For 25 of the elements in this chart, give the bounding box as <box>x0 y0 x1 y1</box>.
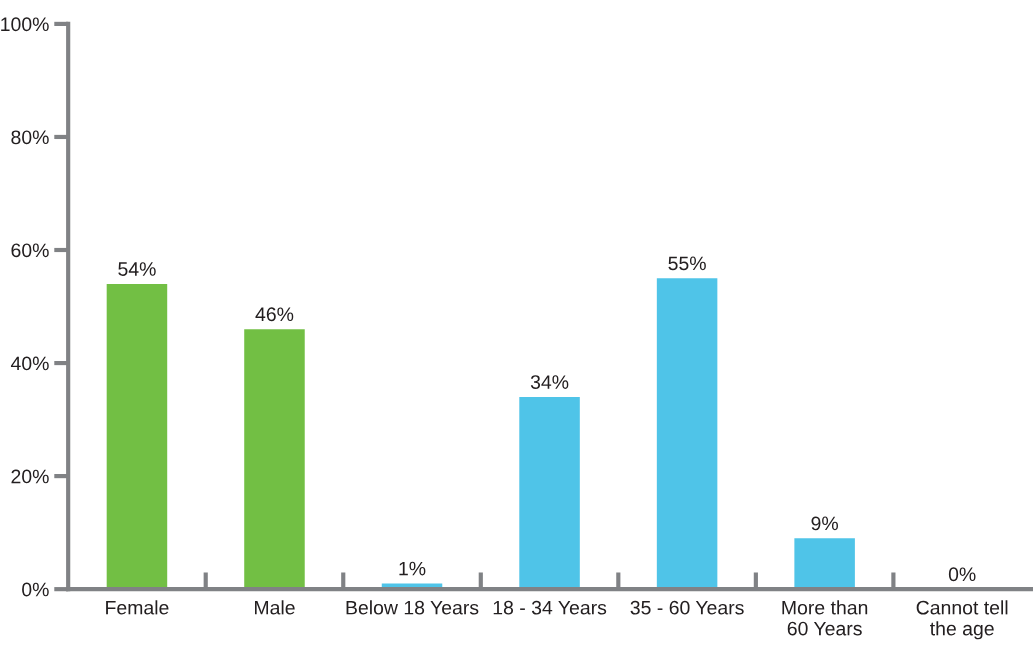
x-tick-label: Below 18 Years <box>346 600 479 615</box>
data-label: 0% <box>948 567 976 582</box>
data-label: 55% <box>668 256 706 271</box>
y-tick-label: 80% <box>11 130 49 145</box>
data-label: 1% <box>399 561 426 576</box>
bar <box>106 283 168 590</box>
bar <box>519 396 580 590</box>
x-tick-label: 18 - 34 Years <box>493 600 607 615</box>
data-label: 9% <box>811 516 838 531</box>
x-tick-label: Male <box>255 600 295 615</box>
data-label: 46% <box>255 307 294 322</box>
bar <box>794 538 855 590</box>
x-tick-label: More than 60 Years <box>782 600 868 636</box>
bar <box>656 278 718 590</box>
x-tick-label: Female <box>106 600 169 615</box>
data-label: 34% <box>530 375 569 389</box>
y-tick-label: 40% <box>10 356 49 371</box>
x-tick-label: 35 - 60 Years <box>630 600 744 615</box>
y-tick-label: 0% <box>22 582 49 597</box>
y-tick-label: 100% <box>1 17 49 32</box>
data-label: 54% <box>118 262 156 276</box>
x-tick-label: Cannot tell the age <box>916 600 1008 640</box>
y-tick-label: 20% <box>11 469 49 484</box>
bar <box>244 329 305 590</box>
y-tick-label: 60% <box>11 243 49 258</box>
